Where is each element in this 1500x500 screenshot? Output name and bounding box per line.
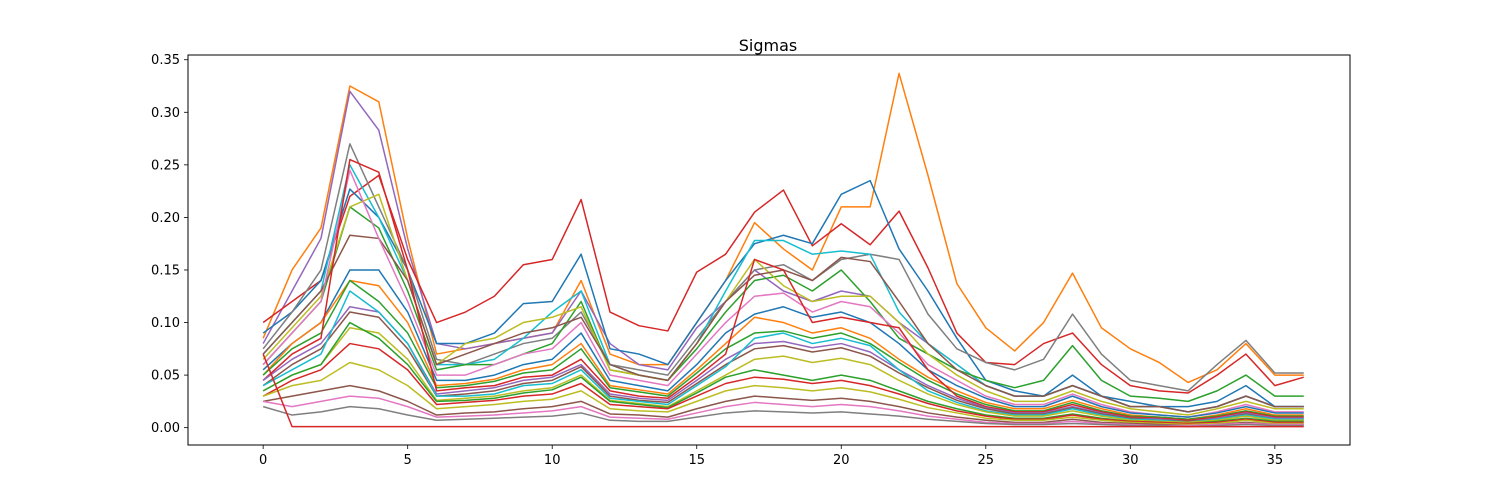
series-line-17 — [262, 290, 1304, 424]
x-tick-label: 30 — [1122, 453, 1139, 468]
y-tick-label: 0.30 — [151, 106, 180, 121]
series-line-14 — [262, 158, 1304, 422]
chart-title: Sigmas — [739, 36, 797, 55]
series-line-11 — [262, 269, 1304, 418]
y-tick-label: 0.00 — [151, 421, 180, 436]
series-line-21 — [262, 361, 1304, 426]
x-tick-label: 10 — [544, 453, 561, 468]
plot-frame — [187, 54, 1351, 446]
x-tick-label: 0 — [259, 453, 267, 468]
series-line-12 — [262, 279, 1304, 420]
x-tick-label: 15 — [688, 453, 705, 468]
series-layer — [262, 72, 1304, 428]
y-tick-label: 0.10 — [151, 316, 180, 331]
series-line-7 — [262, 206, 1304, 403]
series-line-25 — [262, 353, 1304, 428]
x-tick-label: 20 — [833, 453, 850, 468]
x-tick-label: 5 — [404, 453, 412, 468]
y-tick-label: 0.25 — [151, 158, 180, 173]
series-line-1 — [262, 72, 1304, 384]
axes-layer: 0 5 10 15 20 25 30 35 0.00 0.05 0.10 0.15 0.20 0.25 0.… — [151, 53, 1283, 468]
series-line-22 — [263, 384, 1304, 427]
y-tick-label: 0.35 — [151, 53, 180, 68]
x-tick-label: 25 — [978, 453, 995, 468]
series-line-23 — [263, 395, 1304, 427]
series-line-20 — [262, 342, 1304, 425]
series-line-5 — [262, 143, 1304, 392]
x-tick-label: 35 — [1267, 453, 1284, 468]
y-tick-label: 0.15 — [151, 263, 180, 278]
y-tick-label: 0.20 — [151, 211, 180, 226]
series-line-4 — [262, 179, 1304, 408]
series-line-10 — [262, 169, 1304, 418]
y-tick-label: 0.05 — [151, 369, 180, 384]
series-line-24 — [262, 405, 1304, 428]
series-line-3 — [262, 174, 1304, 394]
